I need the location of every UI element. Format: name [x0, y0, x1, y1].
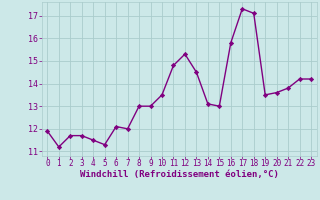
X-axis label: Windchill (Refroidissement éolien,°C): Windchill (Refroidissement éolien,°C)	[80, 170, 279, 179]
